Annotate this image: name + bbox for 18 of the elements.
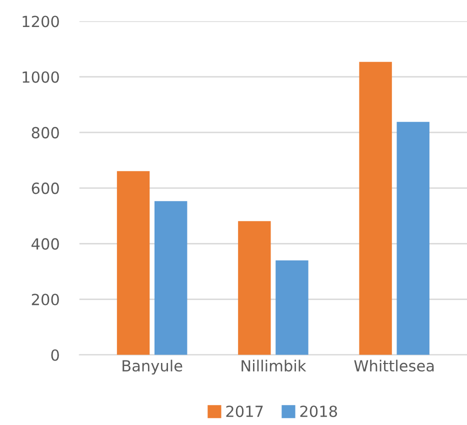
bar xyxy=(238,221,271,355)
y-tick-label: 600 xyxy=(32,182,59,194)
x-tick-label: Whittlesea xyxy=(354,360,434,372)
bar xyxy=(154,201,188,355)
y-tick-label: 400 xyxy=(32,238,59,250)
bar xyxy=(359,62,392,355)
bar xyxy=(396,122,430,355)
y-tick-label: 1000 xyxy=(22,71,59,83)
legend-label: 2018 xyxy=(300,406,338,418)
x-tick-label: Nillimbik xyxy=(242,360,306,372)
bar xyxy=(116,171,150,355)
y-tick-label: 200 xyxy=(32,294,59,306)
y-tick-label: 0 xyxy=(51,349,59,361)
y-tick-label: 1200 xyxy=(22,16,59,28)
bar xyxy=(276,260,308,355)
legend-label: 2017 xyxy=(226,406,263,418)
y-tick-label: 800 xyxy=(32,126,59,138)
x-tick-label: Banyule xyxy=(122,360,182,375)
